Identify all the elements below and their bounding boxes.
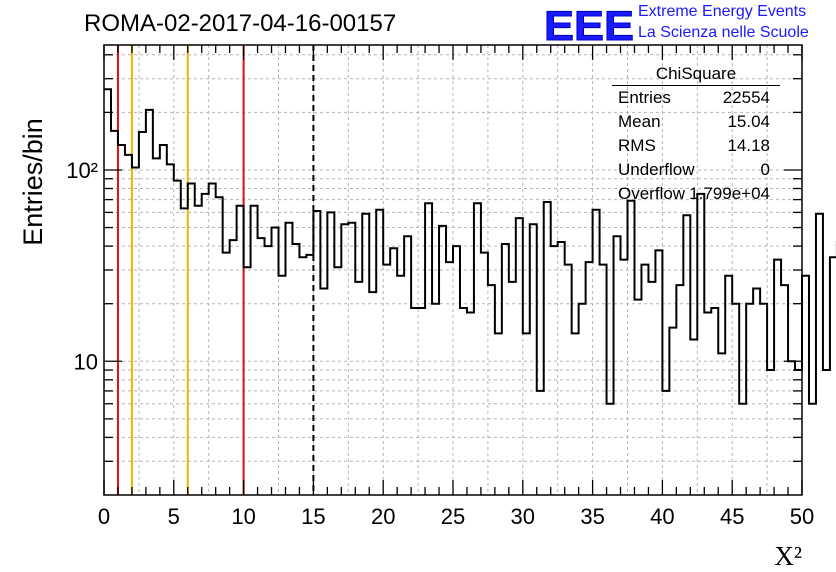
- chart-title: ROMA-02-2017-04-16-00157: [84, 10, 397, 37]
- stat-row-overflow: Overflow 1.799e+04: [612, 184, 780, 208]
- logo-tagline-1: Extreme Energy Events: [638, 3, 807, 20]
- x-tick-label: 10: [231, 504, 255, 529]
- eee-logo-text: EEE: [544, 2, 634, 46]
- x-tick-label: 15: [301, 504, 325, 529]
- y-tick-label: 10: [74, 349, 98, 374]
- x-tick-label: 35: [580, 504, 604, 529]
- x-tick-labels: 0 5 10 15 20 25 30 35 40 45 50: [98, 504, 814, 529]
- histogram-series: [104, 88, 836, 405]
- reference-lines: [116, 45, 315, 495]
- y-axis-label: Entries/bin: [18, 118, 48, 246]
- x-tick-label: 50: [790, 504, 814, 529]
- stat-row-entries: Entries 22554: [612, 88, 780, 112]
- stat-name: Overflow: [618, 184, 686, 203]
- axis-ticks: [103, 45, 803, 495]
- stats-title: ChiSquare: [612, 64, 780, 86]
- x-tick-label: 30: [511, 504, 535, 529]
- stat-row-mean: Mean 15.04: [612, 112, 780, 136]
- stat-value: 22554: [722, 88, 770, 107]
- x-tick-label: 25: [441, 504, 465, 529]
- stat-name: RMS: [618, 136, 656, 155]
- stat-row-underflow: Underflow 0: [612, 160, 780, 184]
- stats-box: ChiSquare Entries 22554 Mean 15.04 RMS 1…: [612, 64, 780, 208]
- x-tick-label: 20: [371, 504, 395, 529]
- stat-value: 14.18: [727, 136, 770, 155]
- stat-name: Underflow: [618, 160, 695, 179]
- stat-name: Entries: [618, 88, 671, 107]
- eee-logo: EEE: [544, 2, 635, 46]
- x-tick-label: 0: [98, 504, 110, 529]
- y-tick-labels: 10 10²: [66, 158, 98, 374]
- x-axis-label: X²: [774, 541, 802, 571]
- x-tick-label: 40: [650, 504, 674, 529]
- stat-row-rms: RMS 14.18: [612, 136, 780, 160]
- x-tick-label: 45: [720, 504, 744, 529]
- stat-value: 15.04: [727, 112, 770, 131]
- stat-value: 0: [760, 160, 770, 179]
- stat-name: Mean: [618, 112, 661, 131]
- x-tick-label: 5: [168, 504, 180, 529]
- logo-tagline-2: La Scienza nelle Scuole: [638, 24, 809, 41]
- stat-value: 1.799e+04: [689, 184, 770, 203]
- y-tick-label: 10²: [66, 158, 98, 183]
